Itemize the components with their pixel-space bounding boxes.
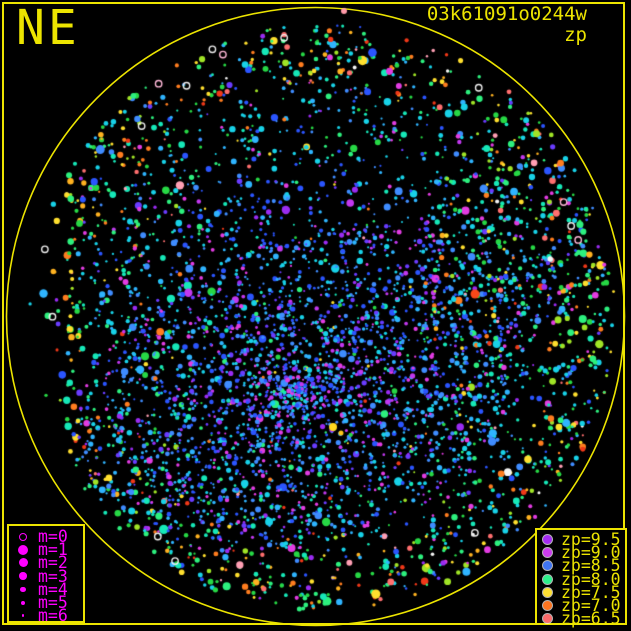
zp-6.5-swatch-icon bbox=[541, 614, 553, 624]
zp-9.5-swatch-icon bbox=[541, 535, 553, 545]
zp-8.5-swatch-icon bbox=[541, 561, 553, 571]
magnitude-legend-row: m=0 bbox=[9, 527, 83, 547]
plot-title: 03k61091o0244w bbox=[426, 3, 587, 25]
zp-legend-label: zp=7.0 bbox=[561, 596, 621, 616]
magnitude-legend-label: m=1 bbox=[38, 540, 68, 560]
marker-m2-icon bbox=[14, 558, 32, 568]
zp-7-swatch-icon bbox=[541, 601, 553, 611]
zp-legend-row: zp=9.5 bbox=[537, 530, 625, 550]
zp-legend-row: zp=7.0 bbox=[537, 596, 625, 616]
magnitude-legend-label: m=2 bbox=[38, 553, 68, 573]
marker-m3-icon bbox=[14, 572, 32, 580]
zp-legend-row: zp=6.5 bbox=[537, 609, 625, 629]
magnitude-legend-row: m=5 bbox=[9, 593, 83, 613]
title-block: 03k61091o0244w zp bbox=[427, 3, 587, 45]
zp-legend-row: zp=7.5 bbox=[537, 582, 625, 602]
zp-legend-row: zp=8.5 bbox=[537, 556, 625, 576]
zp-legend-row: zp=9.0 bbox=[537, 543, 625, 563]
magnitude-legend-label: m=6 bbox=[38, 606, 68, 626]
magnitude-legend-row: m=4 bbox=[9, 579, 83, 599]
orientation-label: NE bbox=[16, 0, 80, 56]
magnitude-legend-row: m=2 bbox=[9, 553, 83, 573]
zp-color-legend-box: zp=9.5 zp=9.0 zp=8.5 zp=8.0 zp=7.5 zp=7.0 zp=6… bbox=[535, 528, 627, 629]
zp-legend-label: zp=9.0 bbox=[561, 543, 621, 563]
zp-7.5-swatch-icon bbox=[541, 587, 553, 597]
zp-8-swatch-icon bbox=[541, 574, 553, 584]
zp-legend-row: zp=8.0 bbox=[537, 569, 625, 589]
zp-9-swatch-icon bbox=[541, 548, 553, 558]
magnitude-legend-label: m=3 bbox=[38, 566, 68, 586]
magnitude-legend-row: m=1 bbox=[9, 540, 83, 560]
magnitude-legend-label: m=5 bbox=[38, 593, 68, 613]
zp-legend-label: zp=9.5 bbox=[561, 530, 621, 550]
magnitude-legend-box: m=0 m=1 m=2 m=3 m=4 m=5 m=6 bbox=[7, 524, 85, 626]
plot-subtitle: zp bbox=[564, 24, 587, 46]
zp-legend-label: zp=6.5 bbox=[561, 609, 621, 629]
magnitude-legend-row: m=6 bbox=[9, 606, 83, 626]
marker-m4-icon bbox=[14, 586, 32, 593]
magnitude-legend-label: m=4 bbox=[38, 579, 68, 599]
marker-m1-icon bbox=[14, 544, 32, 555]
zp-legend-label: zp=8.5 bbox=[561, 556, 621, 576]
magnitude-legend-label: m=0 bbox=[38, 527, 68, 547]
marker-m0-icon bbox=[14, 532, 32, 541]
marker-m5-icon bbox=[14, 600, 32, 605]
magnitude-legend-row: m=3 bbox=[9, 566, 83, 586]
zp-legend-label: zp=8.0 bbox=[561, 569, 621, 589]
zp-legend-label: zp=7.5 bbox=[561, 582, 621, 602]
marker-m6-icon bbox=[14, 614, 32, 617]
